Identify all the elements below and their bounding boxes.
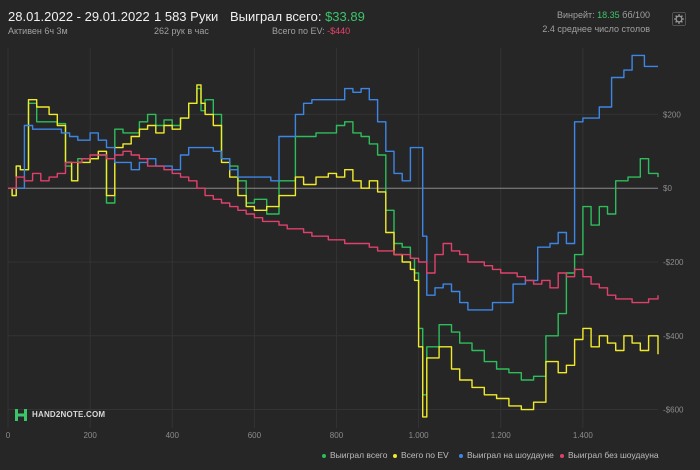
x-tick-label: 0 bbox=[6, 431, 11, 440]
series-line-3 bbox=[8, 150, 659, 304]
y-tick-label: -$400 bbox=[663, 332, 684, 341]
legend-dot bbox=[322, 453, 326, 458]
date-range: 28.01.2022 - 29.01.2022 bbox=[8, 9, 150, 24]
tick-labels: 0 200 400 600 800 1.000 1.200 1.400 $200 $0 -$200 -… bbox=[6, 110, 684, 440]
logo-text: HAND2NOTE.COM bbox=[32, 410, 106, 420]
logo: HAND2NOTE.COM bbox=[14, 408, 105, 422]
legend-dot bbox=[393, 453, 397, 458]
y-tick-label: -$200 bbox=[663, 258, 684, 267]
avg-tables: 2.4 среднее число столов bbox=[542, 24, 650, 34]
x-tick-label: 200 bbox=[83, 431, 97, 440]
y-tick-label: $200 bbox=[663, 110, 681, 119]
legend-label: Выиграл всего bbox=[330, 450, 388, 460]
x-tick-label: 800 bbox=[330, 431, 344, 440]
legend-label: Выиграл на шоудауне bbox=[467, 450, 554, 460]
series-line-0 bbox=[8, 87, 659, 396]
grid bbox=[7, 48, 658, 428]
legend-item-ev[interactable]: Всего по EV bbox=[393, 450, 449, 460]
active-time: Активен 6ч 3м bbox=[8, 26, 68, 36]
legend-item-won[interactable]: Выиграл всего bbox=[322, 450, 387, 460]
winrate-value: 18.35 bbox=[597, 10, 620, 20]
winrate-label: Винрейт: bbox=[556, 10, 598, 20]
hands-rate: 262 рук в час bbox=[154, 26, 209, 36]
won-total-label: Выиграл всего: bbox=[230, 9, 326, 24]
winrate: Винрейт: 18.35 бб/100 bbox=[557, 10, 650, 20]
won-total: Выиграл всего: $33.89 bbox=[230, 9, 365, 24]
legend-label: Выиграл без шоудауна bbox=[568, 450, 659, 460]
series-line-1 bbox=[8, 84, 659, 418]
legend-item-nonshowdown[interactable]: Выиграл без шоудауна bbox=[560, 450, 659, 460]
x-tick-label: 400 bbox=[166, 431, 180, 440]
legend-dot bbox=[560, 453, 564, 458]
series-lines bbox=[8, 54, 659, 418]
gear-icon[interactable] bbox=[672, 12, 686, 26]
ev-total-value: -$440 bbox=[327, 26, 351, 36]
y-tick-label: $0 bbox=[663, 184, 672, 193]
x-tick-label: 1.000 bbox=[409, 431, 430, 440]
winrate-unit: бб/100 bbox=[619, 10, 650, 20]
y-tick-label: -$600 bbox=[663, 406, 684, 415]
ev-total-label: Всего по EV: bbox=[272, 26, 328, 36]
series-line-2 bbox=[8, 54, 658, 311]
ev-total: Всего по EV: -$440 bbox=[272, 26, 350, 36]
legend-dot bbox=[459, 453, 463, 458]
x-tick-label: 1.400 bbox=[573, 431, 594, 440]
legend-label: Всего по EV bbox=[401, 450, 449, 460]
hands-total: 1 583 Руки bbox=[154, 9, 219, 24]
x-tick-label: 1.200 bbox=[491, 431, 512, 440]
won-total-value: $33.89 bbox=[325, 9, 365, 24]
x-tick-label: 600 bbox=[248, 431, 262, 440]
legend-item-showdown[interactable]: Выиграл на шоудауне bbox=[459, 450, 554, 460]
hand2note-logo-icon bbox=[15, 409, 27, 421]
